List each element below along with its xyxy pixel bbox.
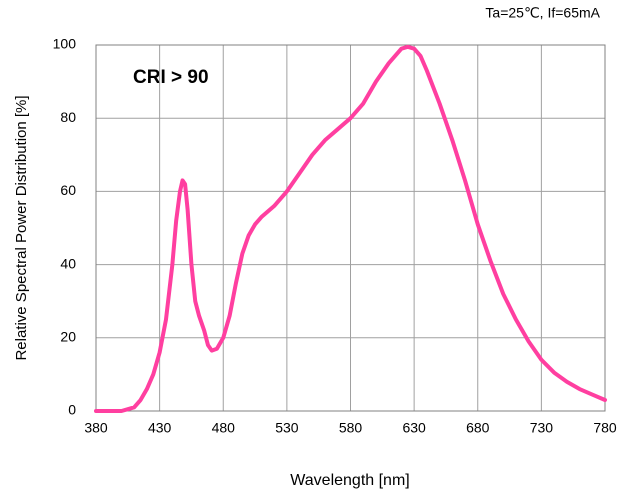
x-tick-label: 780 xyxy=(593,420,617,436)
x-tick-label: 580 xyxy=(339,420,363,436)
x-tick-label: 530 xyxy=(275,420,299,436)
x-tick-label: 430 xyxy=(148,420,172,436)
x-tick-label: 730 xyxy=(530,420,554,436)
x-tick-label: 680 xyxy=(466,420,490,436)
y-tick-label: 40 xyxy=(60,255,76,271)
y-tick-label: 20 xyxy=(60,329,76,345)
y-axis-label: Relative Spectral Power Distribution [%] xyxy=(13,95,30,360)
spectrum-line xyxy=(94,44,607,413)
x-tick-label: 630 xyxy=(402,420,426,436)
x-tick-label: 380 xyxy=(84,420,108,436)
y-tick-label: 60 xyxy=(60,182,76,198)
plot-frame xyxy=(95,44,606,412)
y-tick-label: 100 xyxy=(53,36,77,52)
y-tick-label: 0 xyxy=(68,402,76,418)
chart-title: Ta=25℃, If=65mA xyxy=(485,5,600,21)
y-tick-label: 80 xyxy=(60,109,76,125)
x-axis-label: Wavelength [nm] xyxy=(290,472,409,489)
annotation: CRI > 90 xyxy=(133,67,209,88)
x-tick-label: 480 xyxy=(212,420,236,436)
